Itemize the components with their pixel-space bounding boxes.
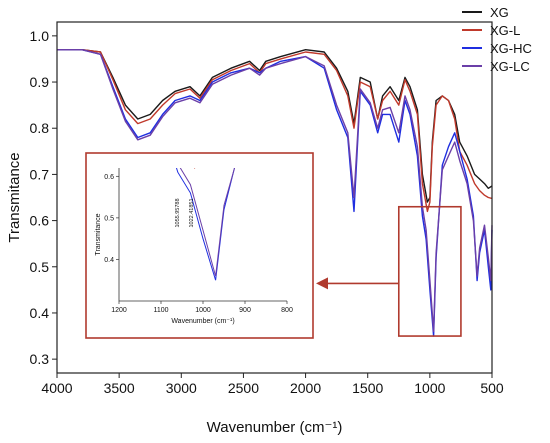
x-tick-label: 2000 bbox=[290, 380, 321, 396]
x-axis-title: Wavenumber (cm⁻¹) bbox=[207, 419, 343, 436]
inset-peak-annotation: 1055.95788 bbox=[175, 198, 181, 227]
zoom-region bbox=[316, 205, 462, 337]
x-axis-ticks: 4000 3500 3000 2500 2000 1500 1000 500 bbox=[41, 373, 504, 396]
inset-series-line-xg-lc bbox=[179, 168, 236, 277]
y-tick-label: 0.9 bbox=[30, 74, 50, 90]
main-series-layer bbox=[57, 49, 493, 337]
zoom-arrow-head bbox=[316, 277, 328, 290]
inset-x-tick-label: 1100 bbox=[153, 307, 168, 314]
x-tick-label: 3000 bbox=[166, 380, 197, 396]
inset-series-line-xg-hc bbox=[175, 168, 236, 281]
legend-label-xg-lc: XG-LC bbox=[490, 59, 530, 74]
x-tick-label: 1000 bbox=[414, 380, 445, 396]
inset-x-tick-label: 1200 bbox=[111, 307, 127, 314]
x-tick-label: 2500 bbox=[228, 380, 259, 396]
inset-x-tick-label: 800 bbox=[281, 307, 293, 314]
legend-label-xg-l: XG-L bbox=[490, 23, 520, 38]
inset-peak-annotation: 1022.41851 bbox=[189, 198, 195, 227]
x-tick-label: 3500 bbox=[104, 380, 135, 396]
x-tick-label: 500 bbox=[480, 380, 504, 396]
x-tick-label: 4000 bbox=[41, 380, 72, 396]
inset-x-axis-title: Wavenumber (cm⁻¹) bbox=[171, 318, 234, 325]
inset-x-tick-label: 1000 bbox=[195, 307, 211, 314]
y-axis-title: Transmitance bbox=[6, 152, 23, 242]
series-line-xg-l bbox=[57, 49, 493, 213]
zoom-box bbox=[397, 205, 462, 337]
inset-y-tick-label: 0.5 bbox=[104, 215, 114, 222]
plot-frame bbox=[56, 21, 493, 374]
y-tick-label: 0.5 bbox=[30, 259, 50, 275]
legend-label-xg-hc: XG-HC bbox=[490, 41, 532, 56]
y-tick-label: 0.6 bbox=[30, 213, 50, 229]
inset-chart: 1200 1100 1000 900 800 0.4 0.5 0.6 Wavenumber (c… bbox=[85, 152, 314, 339]
legend: XG XG-L XG-HC XG-LC bbox=[462, 5, 532, 74]
y-tick-label: 0.3 bbox=[30, 351, 50, 367]
legend-label-xg: XG bbox=[490, 5, 509, 20]
inset-series-layer bbox=[175, 168, 236, 281]
series-line-xg-lc bbox=[57, 49, 493, 333]
series-line-xg-hc bbox=[57, 49, 493, 337]
inset-frame bbox=[85, 152, 314, 339]
y-tick-label: 0.8 bbox=[30, 120, 50, 136]
y-tick-label: 0.4 bbox=[30, 305, 50, 321]
y-tick-label: 0.7 bbox=[30, 166, 50, 182]
series-line-xg bbox=[57, 49, 493, 203]
x-tick-label: 1500 bbox=[352, 380, 383, 396]
y-axis-ticks: 0.3 0.4 0.5 0.6 0.7 0.8 0.9 1.0 bbox=[30, 28, 57, 367]
inset-y-tick-label: 0.6 bbox=[104, 174, 114, 181]
inset-y-axis-title: Transmitance bbox=[95, 213, 102, 255]
y-tick-label: 1.0 bbox=[30, 28, 50, 44]
inset-x-tick-label: 900 bbox=[239, 307, 251, 314]
inset-y-tick-label: 0.4 bbox=[104, 257, 114, 264]
